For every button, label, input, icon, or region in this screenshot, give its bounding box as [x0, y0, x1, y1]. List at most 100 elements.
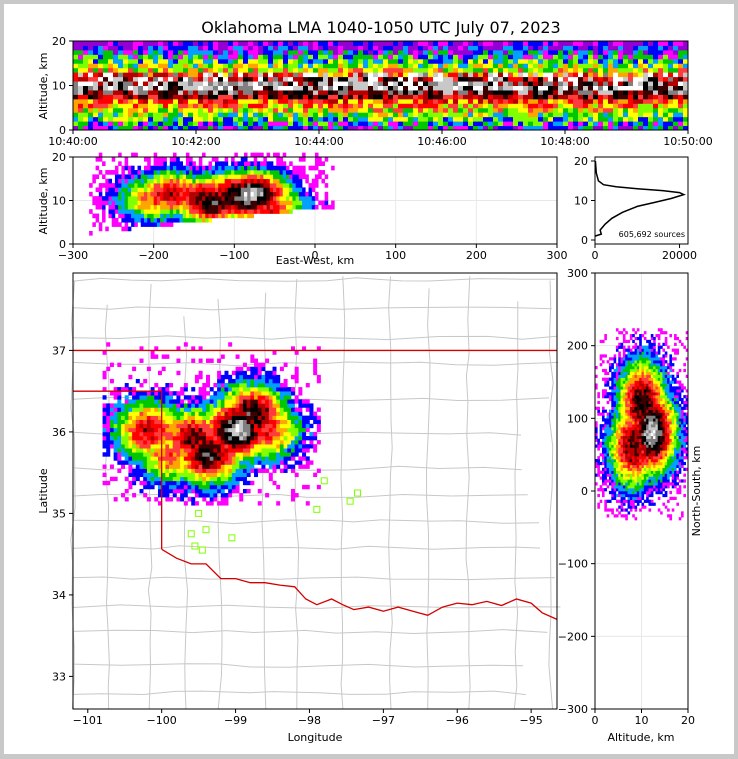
plan-view-cell [280, 448, 284, 452]
plan-view-cell [206, 444, 210, 448]
time-height-cell [563, 59, 568, 64]
time-height-cell [383, 81, 388, 86]
plan-view-cell [188, 469, 192, 473]
ew-altitude-cell [131, 192, 135, 197]
ew-altitude-cell [292, 187, 296, 192]
time-height-cell [553, 108, 558, 113]
time-height-cell [208, 41, 213, 46]
plan-view-cell [165, 485, 169, 489]
ew-altitude-cell [257, 179, 261, 184]
plan-view-cell [273, 469, 277, 473]
time-height-cell [313, 121, 318, 126]
time-height-cell [203, 68, 208, 73]
time-height-cell [438, 90, 443, 95]
plan-view-cell [261, 432, 265, 436]
plan-view-cell [309, 460, 313, 464]
time-height-cell [78, 121, 83, 126]
plan-view-cell [202, 432, 206, 436]
ew-altitude-cell [157, 174, 161, 179]
time-height-cell [143, 117, 148, 122]
ew-altitude-cell [231, 214, 235, 219]
ew-altitude-cell [209, 214, 213, 219]
plan-view-cell [132, 456, 136, 460]
plan-view-cell [228, 379, 232, 383]
plan-view-cell [261, 424, 265, 428]
plan-view-cell [302, 416, 306, 420]
time-height-cell [268, 117, 273, 122]
ew-altitude-cell [299, 201, 303, 206]
time-height-cell [233, 81, 238, 86]
plan-view-cell [151, 456, 155, 460]
time-height-cell [618, 63, 623, 68]
plan-view-cell [239, 444, 243, 448]
time-height-cell [168, 99, 173, 104]
plan-view-cell [291, 448, 295, 452]
time-height-cell [88, 99, 93, 104]
time-height-cell [543, 90, 548, 95]
time-height-cell [373, 86, 378, 91]
ew-altitude-cell [234, 192, 238, 197]
plan-view-cell [243, 436, 247, 440]
time-height-cell [488, 86, 493, 91]
time-height-cell [518, 41, 523, 46]
ew-altitude-cell [89, 231, 93, 236]
plan-view-cell [136, 432, 140, 436]
plan-view-cell [184, 424, 188, 428]
plan-view-cell [247, 448, 251, 452]
time-height-cell [423, 121, 428, 126]
ew-altitude-cell [147, 218, 151, 223]
ew-altitude-cell [267, 183, 271, 188]
ew-altitude-cell [250, 170, 254, 175]
ew-altitude-cell [112, 170, 116, 175]
plan-view-cell [213, 383, 217, 387]
time-height-cell [618, 77, 623, 82]
plan-view-cell [184, 407, 188, 411]
time-height-cell [208, 45, 213, 50]
plan-view-cell [125, 448, 129, 452]
plan-view-cell [143, 448, 147, 452]
plan-view-cell [151, 448, 155, 452]
ew-altitude-cell [270, 209, 274, 214]
ew-altitude-cell [131, 196, 135, 201]
ew-altitude-cell [286, 174, 290, 179]
plan-view-cell [247, 387, 251, 391]
ew-altitude-cell [315, 196, 319, 201]
ew-altitude-cell [202, 201, 206, 206]
time-height-cell [283, 90, 288, 95]
time-height-cell [113, 59, 118, 64]
ew-altitude-cell [138, 179, 142, 184]
time-height-cell [113, 72, 118, 77]
ew-altitude-cell [270, 170, 274, 175]
plan-view-cell [151, 473, 155, 477]
time-height-cell [328, 81, 333, 86]
ew-altitude-cell [160, 157, 164, 162]
time-height-cell [443, 81, 448, 86]
time-height-cell [188, 112, 193, 117]
time-height-cell [548, 94, 553, 99]
ew-altitude-cell [202, 179, 206, 184]
time-height-cell [423, 81, 428, 86]
plan-view-cell [169, 420, 173, 424]
time-height-cell [373, 81, 378, 86]
ew-altitude-cell [170, 157, 174, 162]
time-height-cell [148, 77, 153, 82]
plan-view-cell [236, 379, 240, 383]
plan-view-cell [280, 403, 284, 407]
time-height-cell [633, 99, 638, 104]
ew-altitude-cell [250, 196, 254, 201]
ew-altitude-cell [186, 166, 190, 171]
ew-altitude-cell [212, 192, 216, 197]
plan-view-cell [261, 363, 265, 367]
time-height-cell [638, 72, 643, 77]
plan-view-cell [295, 444, 299, 448]
ew-altitude-cell [292, 205, 296, 210]
plan-view-cell [136, 399, 140, 403]
time-height-cell [138, 54, 143, 59]
plan-view-cell [243, 383, 247, 387]
time-height-cell [648, 86, 653, 91]
time-height-cell [133, 99, 138, 104]
time-height-cell [388, 94, 393, 99]
time-height-cell [563, 81, 568, 86]
time-height-cell [253, 45, 258, 50]
time-height-cell [663, 121, 668, 126]
